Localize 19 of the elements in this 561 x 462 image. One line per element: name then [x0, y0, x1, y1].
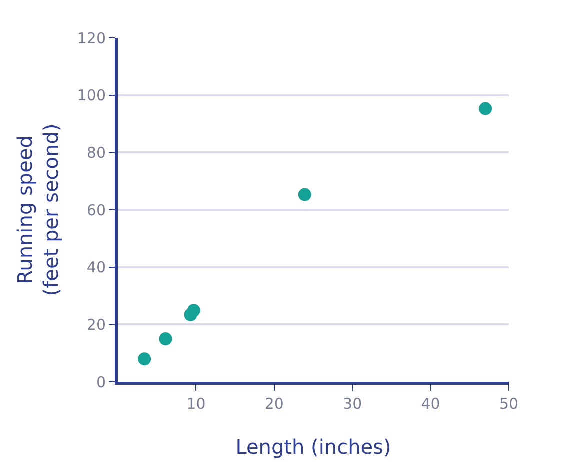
point: [479, 102, 492, 116]
point: [298, 188, 312, 202]
y-tick-label: 120: [77, 29, 106, 48]
point: [187, 304, 200, 318]
x-tick-label: 20: [264, 395, 284, 413]
x-axis-title: Length (inches): [236, 435, 392, 459]
y-tick-label: 100: [77, 86, 106, 105]
y-tick-label: 40: [86, 258, 106, 277]
x-tick-label: 50: [499, 395, 519, 413]
x-tick-label: 10: [186, 395, 206, 413]
x-tick-label: 30: [343, 395, 362, 413]
y-tick-label: 60: [86, 201, 106, 220]
y-axis-title: Running speed (feet per second): [12, 124, 63, 296]
y-tick-label: 20: [86, 316, 106, 334]
y-tick-label: 80: [86, 144, 106, 162]
y-tick-label: 0: [96, 373, 106, 392]
point: [159, 332, 172, 346]
x-tick-label: 40: [421, 395, 440, 413]
point: [138, 352, 152, 366]
